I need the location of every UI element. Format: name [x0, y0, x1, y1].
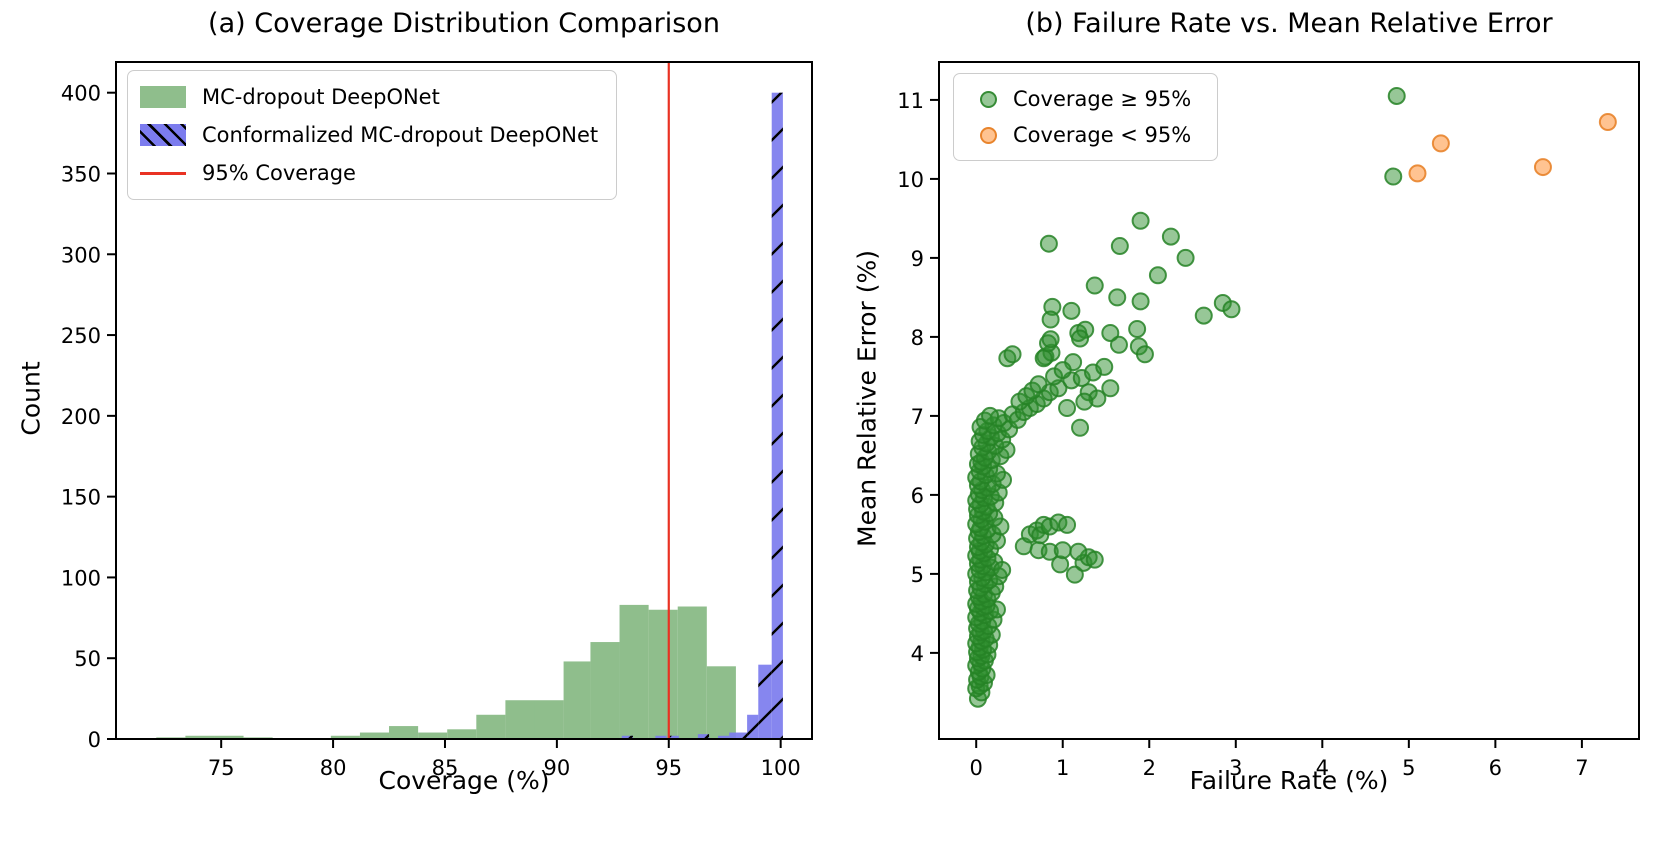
svg-text:150: 150	[61, 486, 101, 510]
svg-text:5: 5	[911, 563, 924, 587]
svg-text:100: 100	[61, 566, 101, 590]
legend-label-coverage-ge-95: Coverage ≥ 95%	[1013, 87, 1192, 111]
svg-text:400: 400	[61, 82, 101, 106]
svg-text:6: 6	[911, 484, 924, 508]
svg-text:7: 7	[911, 405, 924, 429]
svg-text:7: 7	[1575, 756, 1588, 780]
legend-label-coverage-lt-95: Coverage < 95%	[1013, 123, 1192, 147]
svg-text:80: 80	[320, 756, 347, 780]
legend-item-coverage-ge-95: Coverage ≥ 95%	[966, 82, 1191, 116]
svg-text:50: 50	[74, 647, 101, 671]
svg-text:95: 95	[655, 756, 682, 780]
panel-a-histogram-plot: 75 80 85 90 95 100 0 50 100 150 200 250 300 350 400	[61, 61, 813, 780]
svg-text:300: 300	[61, 243, 101, 267]
svg-text:11: 11	[897, 89, 924, 113]
svg-text:10: 10	[897, 168, 924, 192]
red-line-icon	[140, 171, 186, 175]
panel-a-xlabel: Coverage (%)	[378, 766, 550, 795]
panel-b-title: (b) Failure Rate vs. Mean Relative Error	[1025, 8, 1553, 39]
panel-b-xlabel: Failure Rate (%)	[1189, 766, 1389, 795]
green-patch-icon	[140, 86, 186, 108]
legend-label-mc-dropout: MC-dropout DeepONet	[202, 85, 440, 109]
legend-item-coverage-lt-95: Coverage < 95%	[966, 118, 1191, 152]
svg-text:0: 0	[970, 756, 983, 780]
svg-text:9: 9	[911, 247, 924, 271]
svg-text:0: 0	[88, 728, 101, 752]
panel-a-title: (a) Coverage Distribution Comparison	[208, 8, 720, 39]
svg-text:90: 90	[544, 756, 571, 780]
svg-text:4: 4	[911, 642, 924, 666]
legend-item-mc-dropout: MC-dropout DeepONet	[140, 79, 598, 115]
legend-item-conformalized: Conformalized MC-dropout DeepONet	[140, 117, 598, 153]
svg-text:85: 85	[432, 756, 459, 780]
svg-text:6: 6	[1489, 756, 1502, 780]
blue-hatched-patch-icon	[140, 124, 186, 146]
svg-text:100: 100	[761, 756, 801, 780]
svg-text:200: 200	[61, 405, 101, 429]
svg-text:1: 1	[1056, 756, 1069, 780]
svg-text:350: 350	[61, 162, 101, 186]
svg-text:4: 4	[1316, 756, 1329, 780]
svg-text:2: 2	[1143, 756, 1156, 780]
legend-label-95-coverage: 95% Coverage	[202, 161, 356, 185]
legend-item-95-coverage: 95% Coverage	[140, 155, 598, 191]
svg-text:3: 3	[1229, 756, 1242, 780]
svg-text:8: 8	[911, 326, 924, 350]
panel-a-legend: MC-dropout DeepONet Conformalized MC-dro…	[127, 70, 618, 200]
svg-text:250: 250	[61, 324, 101, 348]
panel-b-legend: Coverage ≥ 95% Coverage < 95%	[953, 73, 1219, 161]
svg-text:5: 5	[1402, 756, 1415, 780]
legend-label-conformalized: Conformalized MC-dropout DeepONet	[202, 123, 599, 147]
panel-b-scatter-plot: 0 1 2 3 4 5 6 7 4 5 6 7 8 9 10 11	[897, 61, 1640, 780]
orange-dot-icon	[980, 126, 997, 144]
green-dot-icon	[980, 90, 997, 108]
svg-text:75: 75	[208, 756, 235, 780]
